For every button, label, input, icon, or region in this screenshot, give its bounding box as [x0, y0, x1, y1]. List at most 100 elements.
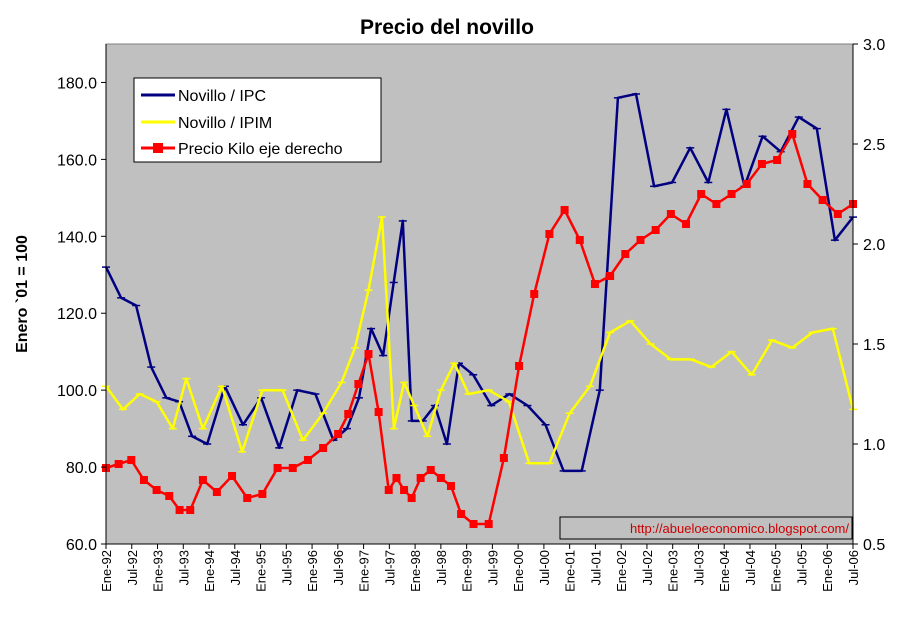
- point-precio: [773, 156, 782, 164]
- x-tick-label: Ene-92: [99, 550, 114, 592]
- right-tick-label: 2.0: [863, 237, 885, 254]
- credit-text: http://abueloeconomico.blogspot.com/: [630, 521, 849, 536]
- chart-title: Precio del novillo: [360, 16, 534, 39]
- point-precio: [590, 280, 599, 288]
- point-precio: [198, 476, 207, 484]
- point-precio: [606, 272, 615, 280]
- point-precio: [426, 466, 435, 474]
- point-precio: [374, 408, 383, 416]
- point-precio: [682, 220, 691, 228]
- x-tick-label: Jul-02: [640, 550, 655, 585]
- left-tick-label: 100.0: [57, 383, 97, 400]
- point-precio: [392, 474, 401, 482]
- axis-layer: 60.0 80.0 100.0 120.0 140.0 160.0 180.0 0.5 1.0 1…: [57, 37, 885, 592]
- point-precio: [712, 200, 721, 208]
- point-precio: [446, 482, 455, 490]
- point-precio: [469, 520, 478, 528]
- point-precio: [457, 510, 466, 518]
- x-tick-label: Ene-05: [769, 550, 784, 592]
- point-precio: [742, 180, 751, 188]
- point-precio: [127, 456, 136, 464]
- x-tick-label: Jul-00: [537, 550, 552, 585]
- x-tick-label: Jul-95: [279, 550, 294, 585]
- point-precio: [651, 226, 660, 234]
- legend-label-ipim: Novillo / IPIM: [178, 115, 272, 132]
- point-precio: [303, 456, 312, 464]
- legend-box: [133, 77, 382, 163]
- x-tick-label: Jul-96: [331, 550, 346, 585]
- point-precio: [175, 506, 184, 514]
- point-precio: [344, 410, 353, 418]
- point-precio: [364, 350, 373, 358]
- x-tick-label: Jul-93: [176, 550, 191, 585]
- point-precio: [727, 190, 736, 198]
- left-tick-label: 160.0: [57, 152, 97, 169]
- x-tick-label: Ene-97: [357, 550, 372, 592]
- x-tick-label: Ene-06: [820, 550, 835, 592]
- x-tick-label: Jul-01: [588, 550, 603, 585]
- point-precio: [407, 494, 416, 502]
- point-precio: [818, 196, 827, 204]
- point-precio: [288, 464, 297, 472]
- point-precio: [515, 362, 524, 370]
- point-precio: [757, 160, 766, 168]
- right-tick-label: 3.0: [863, 37, 885, 54]
- x-tick-label: Ene-96: [305, 550, 320, 592]
- point-precio: [139, 476, 148, 484]
- x-tick-label: Ene-02: [614, 550, 629, 592]
- point-precio: [530, 290, 539, 298]
- x-tick-label: Jul-03: [691, 550, 706, 585]
- point-precio: [243, 494, 252, 502]
- point-precio: [666, 210, 675, 218]
- x-tick-label: Ene-94: [202, 550, 217, 592]
- point-precio: [273, 464, 282, 472]
- point-precio: [354, 380, 363, 388]
- x-tick-label: Jul-06: [846, 550, 861, 585]
- point-precio: [636, 236, 645, 244]
- point-precio: [319, 444, 328, 452]
- x-tick-label: Jul-04: [743, 550, 758, 585]
- point-precio: [384, 486, 393, 494]
- left-tick-label: 60.0: [66, 537, 97, 554]
- right-tick-label: 0.5: [863, 537, 885, 554]
- legend: Novillo / IPC Novillo / IPIM Precio Kilo…: [133, 77, 382, 163]
- point-precio: [258, 490, 267, 498]
- point-precio: [114, 460, 123, 468]
- point-precio: [484, 520, 493, 528]
- point-precio: [575, 236, 584, 244]
- left-tick-label: 80.0: [66, 460, 97, 477]
- x-tick-label: Ene-99: [460, 550, 475, 592]
- legend-marker-precio: [153, 143, 163, 153]
- right-tick-label: 1.0: [863, 437, 885, 454]
- left-tick-label: 140.0: [57, 229, 97, 246]
- credit-box: http://abueloeconomico.blogspot.com/: [559, 516, 853, 540]
- point-precio: [621, 250, 630, 258]
- point-precio: [803, 180, 812, 188]
- point-precio: [697, 190, 706, 198]
- point-precio: [400, 486, 409, 494]
- x-tick-label: Jul-97: [382, 550, 397, 585]
- left-tick-label: 180.0: [57, 75, 97, 92]
- legend-label-precio: Precio Kilo eje derecho: [178, 141, 343, 158]
- x-tick-label: Ene-04: [717, 550, 732, 592]
- point-precio: [334, 430, 343, 438]
- y-axis-label: Enero `01 = 100: [14, 235, 31, 353]
- right-tick-label: 2.5: [863, 137, 885, 154]
- x-tick-label: Ene-93: [151, 550, 166, 592]
- point-precio: [212, 488, 221, 496]
- series-line-ipc: [104, 92, 854, 473]
- point-precio: [416, 474, 425, 482]
- point-precio: [499, 454, 508, 462]
- legend-label-ipc: Novillo / IPC: [178, 88, 266, 105]
- right-tick-label: 1.5: [863, 337, 885, 354]
- x-tick-label: Jul-94: [228, 550, 243, 585]
- x-tick-label: Jul-98: [434, 550, 449, 585]
- point-precio: [833, 210, 842, 218]
- x-tick-label: Ene-98: [408, 550, 423, 592]
- point-precio: [788, 130, 797, 138]
- credit-frame: [559, 516, 853, 540]
- point-precio: [560, 206, 569, 214]
- x-tick-label: Jul-05: [794, 550, 809, 585]
- x-tick-label: Jul-92: [125, 550, 140, 585]
